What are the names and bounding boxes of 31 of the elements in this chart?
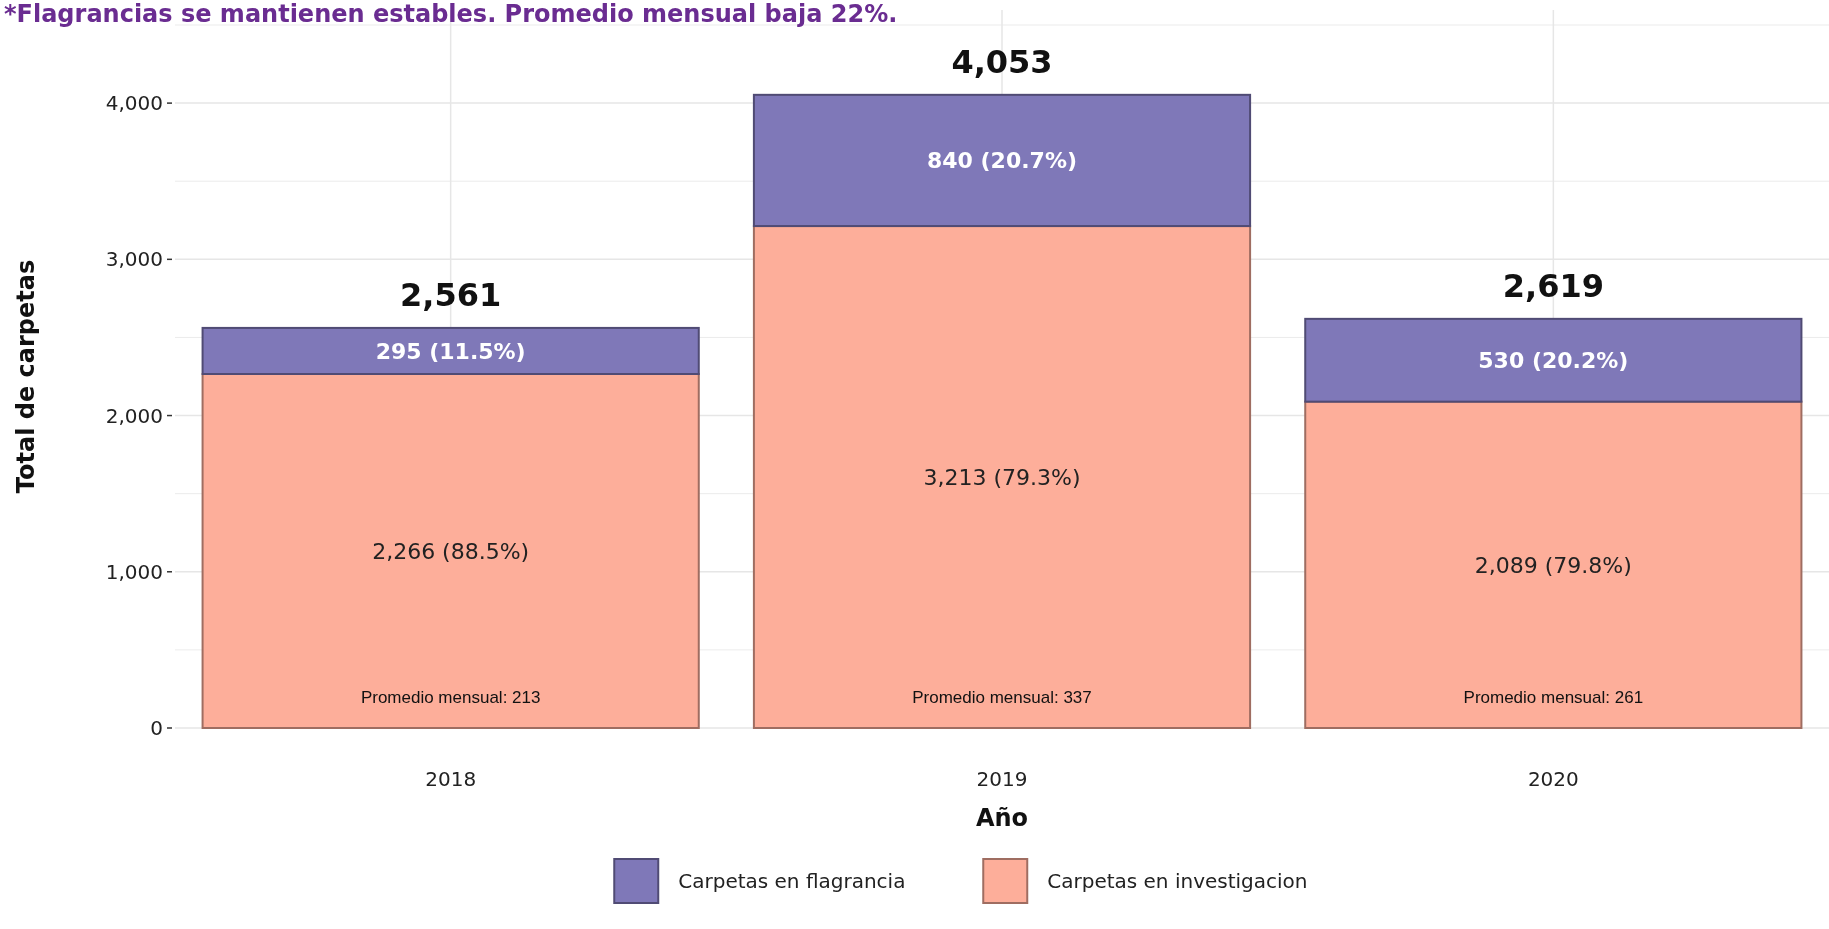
- x-tick-label: 2018: [425, 767, 477, 791]
- bar: [752, 93, 1252, 228]
- y-tick-label: 0: [150, 716, 163, 740]
- data-label: 840 (20.7%): [926, 148, 1078, 174]
- y-tick-label: 4,000: [105, 91, 163, 116]
- bar: [752, 225, 1252, 729]
- bar: [1304, 400, 1803, 729]
- total-label: 2,561: [400, 275, 502, 314]
- bar: [1304, 317, 1803, 403]
- legend-label: Carpetas en investigacion: [1047, 869, 1308, 893]
- annotation: Promedio mensual: 213: [360, 688, 541, 707]
- y-axis-title: Total de carpetas: [12, 259, 40, 494]
- x-tick-label: 2019: [976, 767, 1028, 791]
- total-label: 4,053: [951, 42, 1053, 81]
- data-label: 530 (20.2%): [1478, 347, 1629, 373]
- legend-label: Carpetas en flagrancia: [678, 869, 906, 893]
- y-tick-label: 3,000: [105, 247, 163, 272]
- annotation: Promedio mensual: 261: [1463, 688, 1644, 707]
- data-label: 2,089 (79.8%): [1474, 552, 1632, 578]
- bar: [201, 373, 700, 729]
- y-tick-label: 2,000: [105, 403, 163, 428]
- annotation: Promedio mensual: 337: [912, 688, 1092, 707]
- x-tick-label: 2020: [1527, 767, 1579, 791]
- data-label: 2,266 (88.5%): [372, 538, 530, 564]
- x-axis-title: Año: [975, 804, 1029, 832]
- bar: [201, 326, 700, 375]
- y-tick-label: 1,000: [105, 559, 163, 584]
- total-label: 2,619: [1502, 266, 1604, 305]
- data-label: 295 (11.5%): [375, 338, 526, 364]
- chart-title: *Flagrancias se mantienen estables. Promedio mensual baja 22%.: [4, 0, 898, 28]
- data-label: 3,213 (79.3%): [923, 464, 1081, 490]
